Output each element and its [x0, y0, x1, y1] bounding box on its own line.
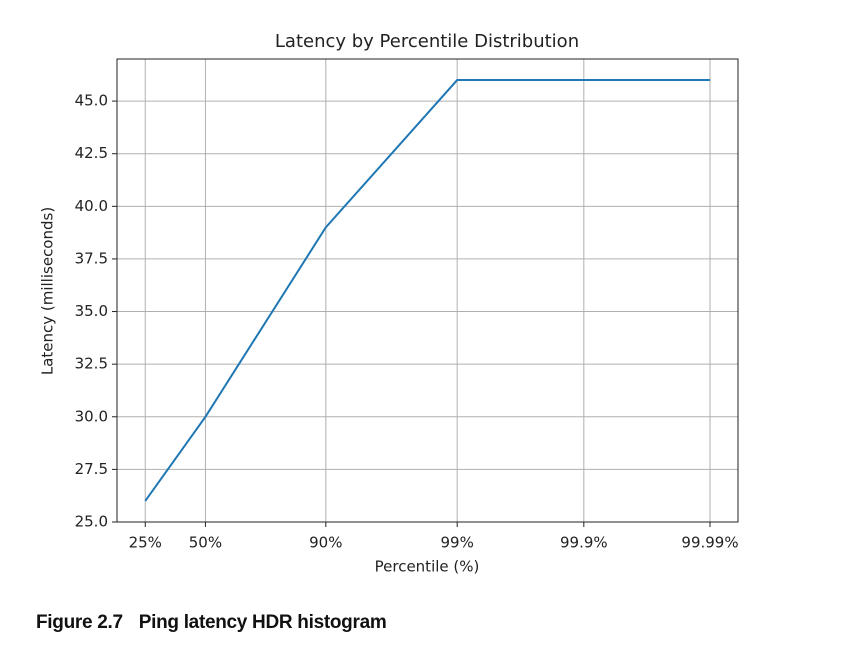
- x-axis-label: Percentile (%): [375, 558, 480, 576]
- figure-text: Ping latency HDR histogram: [138, 612, 387, 633]
- x-tick-label: 99.9%: [560, 534, 608, 552]
- figure-label: Figure 2.7: [36, 612, 123, 633]
- plot-frame: [116, 58, 739, 523]
- y-axis-label: Latency (milliseconds): [39, 207, 57, 375]
- x-tick-label: 90%: [309, 534, 342, 552]
- x-tick-label: 25%: [129, 534, 162, 552]
- data-line: [144, 79, 711, 502]
- y-tick-label: 40.0: [75, 197, 108, 215]
- y-tick-label: 42.5: [75, 144, 108, 162]
- chart-title: Latency by Percentile Distribution: [275, 31, 579, 52]
- y-tick-label: 32.5: [75, 355, 108, 373]
- figure-caption: Figure 2.7 Ping latency HDR histogram: [36, 612, 387, 634]
- y-tick-label: 45.0: [75, 92, 108, 110]
- y-tick-label: 37.5: [75, 249, 108, 267]
- y-tick-label: 27.5: [75, 460, 108, 478]
- y-tick-label: 30.0: [75, 407, 108, 425]
- y-tick-label: 25.0: [75, 513, 108, 531]
- x-tick-label: 50%: [189, 534, 222, 552]
- x-tick-label: 99.99%: [681, 534, 738, 552]
- x-tick-label: 99%: [441, 534, 474, 552]
- chart: Latency by Percentile Distribution Perce…: [39, 31, 739, 576]
- y-tick-label: 35.0: [75, 302, 108, 320]
